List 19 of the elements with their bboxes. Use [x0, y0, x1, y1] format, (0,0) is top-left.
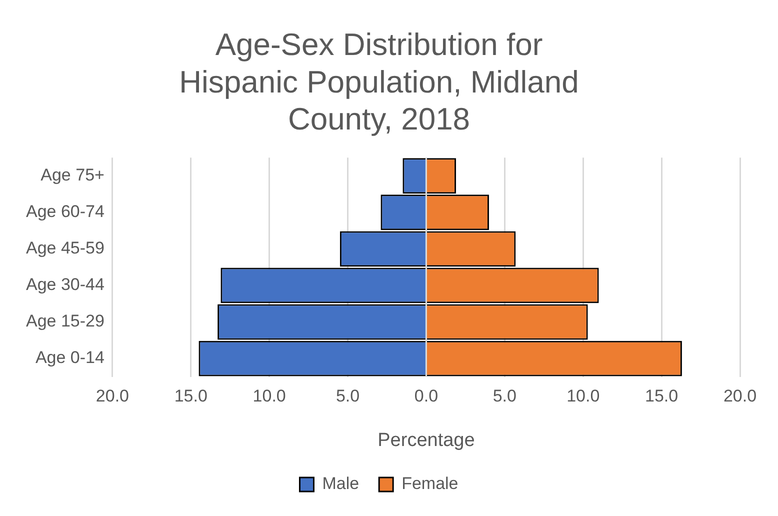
- y-tick-label: Age 0-14: [35, 348, 104, 368]
- x-tick-label: 10.0: [566, 386, 600, 406]
- y-tick-label: Age 30-44: [26, 275, 104, 294]
- x-tick-label: 15.0: [174, 386, 208, 406]
- y-tick-label: Age 60-74: [26, 202, 104, 222]
- x-axis-title: Percentage: [378, 430, 475, 451]
- chart-title: Age-Sex Distribution for Hispanic Population, Midland County, 2018: [179, 27, 579, 137]
- y-tick-label: Age 75+: [40, 166, 105, 185]
- y-tick-label: Age 45-59: [26, 238, 104, 258]
- y-tick-label: Age 15-29: [26, 312, 104, 331]
- x-tick-label: 20.0: [96, 386, 129, 406]
- x-tick-label: 20.0: [723, 386, 757, 406]
- legend-label: Female: [402, 474, 458, 494]
- x-tick-label: 10.0: [252, 386, 286, 406]
- x-tick-label: 15.0: [645, 386, 678, 406]
- x-tick-label: 5.0: [336, 386, 360, 406]
- legend-label: Male: [322, 474, 360, 494]
- x-tick-label: 0.0: [414, 386, 438, 406]
- x-tick-label: 5.0: [492, 386, 516, 406]
